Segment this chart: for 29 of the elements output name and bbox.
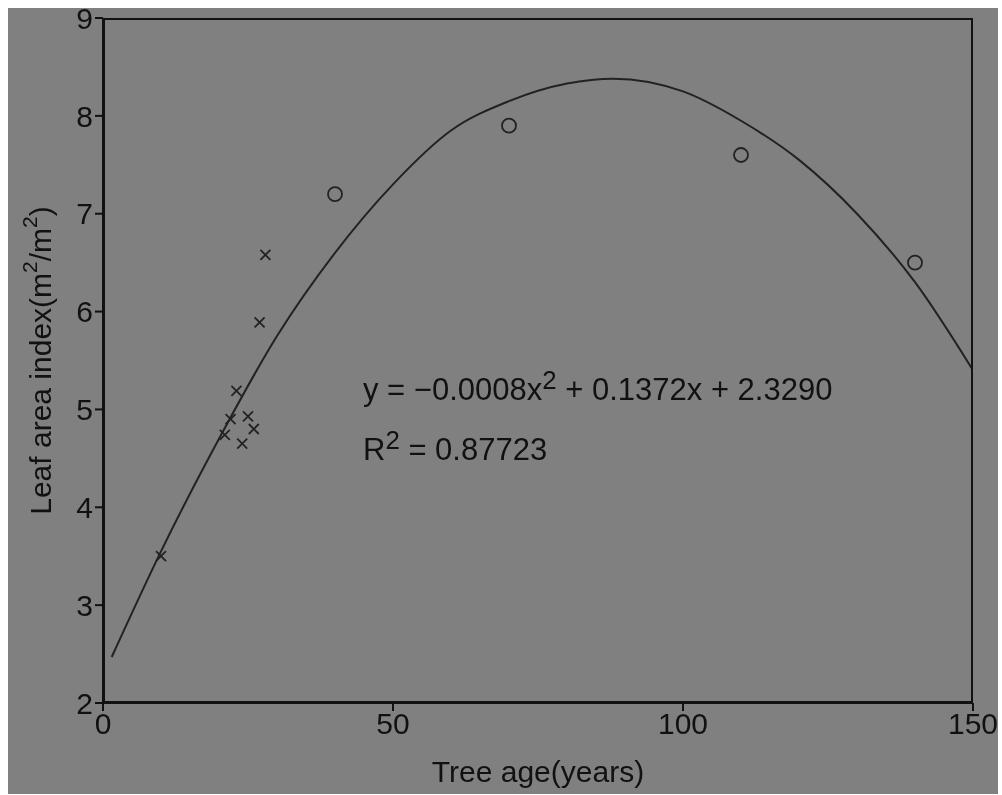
- y-tick-label: 9: [76, 1, 93, 35]
- y-tick-label: 4: [76, 490, 93, 524]
- line-series: [110, 77, 973, 659]
- point: [247, 423, 260, 435]
- y-tick-label: 5: [76, 393, 93, 427]
- point: [501, 117, 517, 134]
- x-tick-label: 150: [947, 707, 999, 741]
- x-tick-label: 50: [376, 707, 410, 741]
- point: [218, 428, 231, 441]
- point: [327, 186, 343, 203]
- point: [733, 147, 749, 163]
- point: [907, 254, 923, 271]
- annotation: y = −0.0008x$^{2}$ + 0.1372x + 2.3290: [363, 366, 833, 409]
- y-tick-label: 7: [76, 197, 93, 231]
- point: [224, 413, 237, 426]
- y-tick-label: 3: [76, 588, 93, 622]
- x-tick-label: 100: [657, 707, 709, 741]
- x-tick-label: 0: [94, 707, 112, 741]
- point: [230, 384, 243, 397]
- y-tick-label: 6: [76, 295, 93, 329]
- point: [253, 316, 266, 329]
- point: [259, 248, 272, 261]
- point: [155, 550, 167, 563]
- point: [242, 410, 254, 423]
- annotation: R$^{2}$ = 0.87723: [363, 426, 548, 469]
- y-tick-label: 2: [76, 686, 93, 720]
- point: [236, 437, 249, 450]
- x-axis-title: Tree age(years): [431, 755, 645, 788]
- y-tick-label: 8: [76, 99, 93, 133]
